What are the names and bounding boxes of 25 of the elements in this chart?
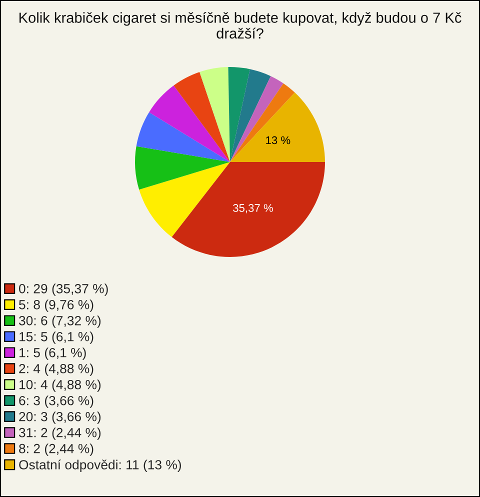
pie-slice	[174, 72, 230, 162]
legend-label: 5: 8 (9,76 %)	[19, 300, 94, 312]
pie-slice	[228, 67, 250, 162]
legend-label: 20: 3 (3,66 %)	[19, 412, 101, 424]
pie-slice	[200, 67, 230, 162]
pie-slice	[135, 146, 230, 190]
legend-label: Ostatní odpovědi: 11 (13 %)	[19, 460, 181, 472]
pie-slice	[139, 162, 230, 238]
chart-title: Kolik krabiček cigaret si měsíčně budete kupovat, když budou o 7 Kč dražší?	[20, 12, 462, 39]
pie-slice	[172, 162, 325, 257]
data-label: 13 %	[266, 136, 290, 144]
pie-slice	[230, 92, 325, 162]
legend-label: 15: 5 (6,1 %)	[20, 332, 94, 344]
data-label: 35,37 %	[233, 204, 273, 214]
legend-label: 2: 4 (4,88 %)	[19, 364, 94, 376]
legend-label: 31: 2 (2,44 %)	[18, 428, 101, 440]
legend-label: 1: 5 (6,1 %)	[20, 348, 86, 360]
legend-label: 0: 29 (35,37 %)	[19, 284, 108, 296]
pie-slice	[230, 83, 295, 162]
legend-label: 30: 6 (7,32 %)	[18, 316, 101, 328]
pie-slice	[149, 85, 230, 162]
legend-label: 10: 4 (4,88 %)	[20, 380, 101, 392]
legend-label: 6: 3 (3,66 %)	[19, 396, 94, 408]
legend-label: 8: 2 (2,44 %)	[19, 444, 94, 456]
pie-slice	[136, 112, 230, 162]
